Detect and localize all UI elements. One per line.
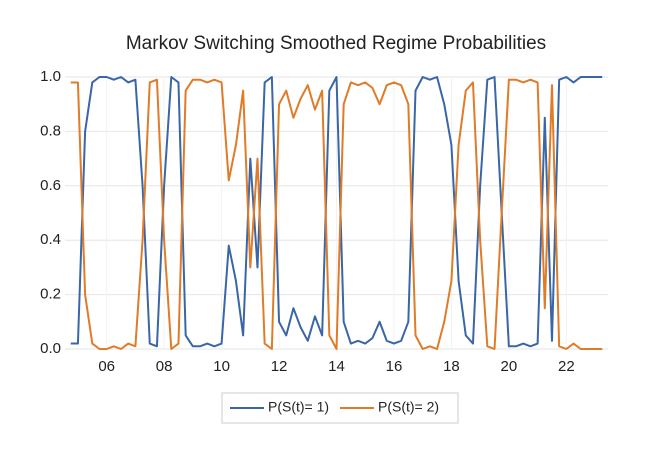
y-tick-label: 0.8 [40,122,61,139]
series-line [70,76,603,348]
y-tick-label: 0.2 [40,286,61,303]
x-tick-label: 18 [443,358,460,375]
y-tick-label: 0.4 [40,231,61,248]
x-tick-label: 20 [501,358,518,375]
x-tick-label: 14 [328,358,345,375]
x-tick-label: 16 [386,358,403,375]
x-tick-label: 12 [271,358,288,375]
legend-box [221,392,459,424]
y-tick-label: 1.0 [40,68,61,85]
y-tick-label: 0.6 [40,177,61,194]
series-line [70,78,603,350]
x-tick-label: 06 [98,358,115,375]
x-tick-label: 08 [156,358,173,375]
y-tick-label: 0.0 [40,340,61,357]
x-tick-label: 10 [213,358,230,375]
legend-label: P(S(t)= 1) [268,399,329,415]
chart-title: Markov Switching Smoothed Regime Probabi… [126,33,546,54]
x-tick-label: 22 [558,358,575,375]
legend-label: P(S(t)= 2) [378,399,439,415]
